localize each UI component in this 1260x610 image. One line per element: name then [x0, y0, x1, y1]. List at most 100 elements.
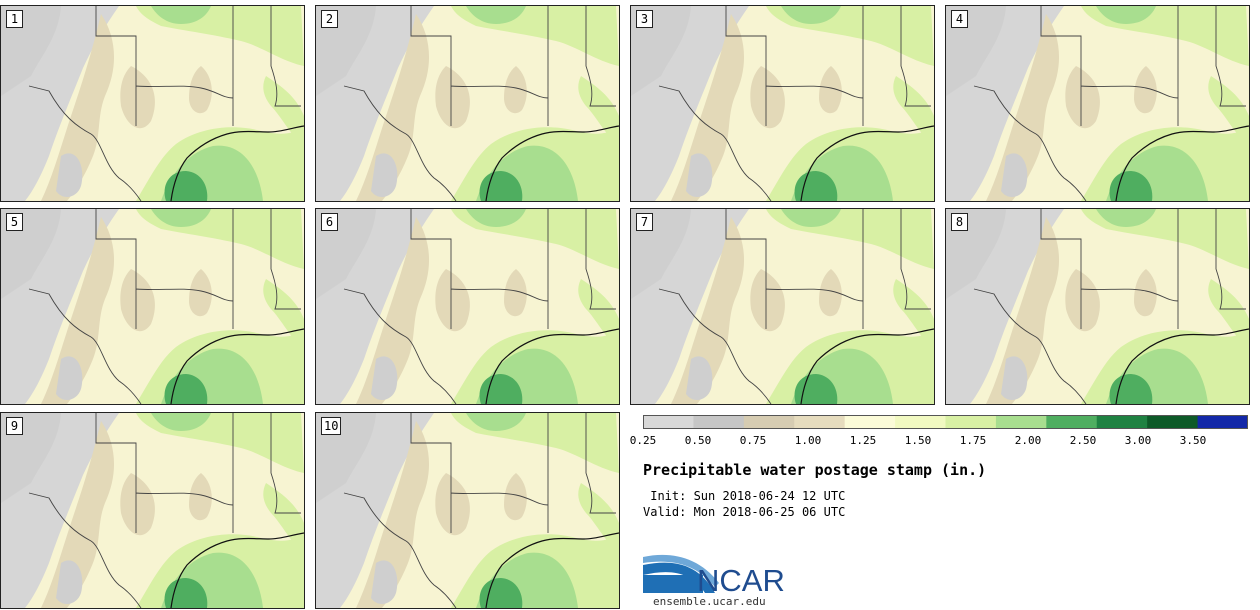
- member-number-label: 5: [6, 213, 23, 231]
- max-pw-core: [164, 374, 208, 404]
- ensemble-member-panel: 3: [630, 5, 935, 202]
- state-borders: [28, 6, 301, 201]
- coastline: [170, 125, 304, 201]
- tan-band: [356, 421, 430, 608]
- max-pw-core: [794, 171, 838, 201]
- ensemble-member-panel: 4: [945, 5, 1250, 202]
- valid-time: Valid: Mon 2018-06-25 06 UTC: [643, 505, 846, 519]
- colorbar-tick-label: 1.50: [904, 434, 932, 447]
- tan-band: [41, 421, 115, 608]
- max-pw-core: [164, 578, 208, 608]
- state-borders: [658, 209, 931, 404]
- colorbar-swatch: [743, 415, 795, 429]
- pw-map: [631, 6, 934, 201]
- init-time: Init: Sun 2018-06-24 12 UTC: [643, 489, 846, 503]
- figure-title: Precipitable water postage stamp (in.): [643, 461, 987, 479]
- ensemble-member-panel: 10: [315, 412, 620, 609]
- ncar-logo: NCAR: [643, 554, 785, 595]
- state-borders: [28, 413, 301, 608]
- tan-band: [671, 14, 745, 201]
- svg-text:NCAR: NCAR: [697, 563, 785, 595]
- member-number-label: 8: [951, 213, 968, 231]
- state-borders: [973, 209, 1246, 404]
- coastline: [485, 532, 619, 608]
- tan-band: [41, 217, 115, 404]
- member-number-label: 10: [321, 417, 342, 435]
- ensemble-member-panel: 5: [0, 208, 305, 405]
- pw-map: [1, 209, 304, 404]
- colorbar-swatch: [1096, 415, 1148, 429]
- tan-band: [356, 14, 430, 201]
- pw-map: [316, 413, 619, 608]
- member-number-label: 1: [6, 10, 23, 28]
- colorbar: [643, 415, 1248, 429]
- state-borders: [343, 209, 616, 404]
- max-pw-core: [479, 171, 523, 201]
- colorbar-swatch: [995, 415, 1047, 429]
- tan-band: [986, 217, 1060, 404]
- colorbar-tick-label: 1.00: [794, 434, 822, 447]
- max-pw-core: [479, 374, 523, 404]
- colorbar-tick-label: 1.25: [849, 434, 877, 447]
- colorbar-swatch: [1046, 415, 1098, 429]
- coastline: [1115, 125, 1249, 201]
- state-borders: [973, 6, 1246, 201]
- ensemble-member-panel: 2: [315, 5, 620, 202]
- pw-map: [316, 6, 619, 201]
- coastline: [485, 328, 619, 404]
- max-pw-core: [1109, 171, 1153, 201]
- member-number-label: 7: [636, 213, 653, 231]
- member-number-label: 3: [636, 10, 653, 28]
- coastline: [1115, 328, 1249, 404]
- pw-map: [1, 413, 304, 608]
- tan-band: [986, 14, 1060, 201]
- colorbar-swatch: [1197, 415, 1248, 429]
- colorbar-tick-label: 3.50: [1179, 434, 1207, 447]
- coastline: [800, 125, 934, 201]
- coastline: [170, 532, 304, 608]
- state-borders: [343, 413, 616, 608]
- colorbar-tick-label: 3.00: [1124, 434, 1152, 447]
- max-pw-core: [479, 578, 523, 608]
- coastline: [170, 328, 304, 404]
- member-number-label: 2: [321, 10, 338, 28]
- tan-band: [671, 217, 745, 404]
- ensemble-member-panel: 9: [0, 412, 305, 609]
- colorbar-swatch: [895, 415, 946, 429]
- colorbar-swatch: [844, 415, 896, 429]
- state-borders: [28, 209, 301, 404]
- colorbar-tick-label: 0.50: [684, 434, 712, 447]
- pw-map: [631, 209, 934, 404]
- colorbar-swatch: [794, 415, 846, 429]
- pw-map: [316, 209, 619, 404]
- pw-map: [946, 209, 1249, 404]
- colorbar-swatch: [693, 415, 745, 429]
- coastline: [485, 125, 619, 201]
- state-borders: [658, 6, 931, 201]
- colorbar-tick-label: 2.50: [1069, 434, 1097, 447]
- max-pw-core: [164, 171, 208, 201]
- colorbar-tick-label: 0.75: [739, 434, 767, 447]
- ensemble-member-panel: 8: [945, 208, 1250, 405]
- member-number-label: 9: [6, 417, 23, 435]
- tan-band: [356, 217, 430, 404]
- colorbar-tick-label: 2.00: [1014, 434, 1042, 447]
- max-pw-core: [1109, 374, 1153, 404]
- pw-map: [1, 6, 304, 201]
- tan-band: [41, 14, 115, 201]
- colorbar-swatch: [643, 415, 694, 429]
- ensemble-member-panel: 1: [0, 5, 305, 202]
- colorbar-swatch: [945, 415, 997, 429]
- state-borders: [343, 6, 616, 201]
- coastline: [800, 328, 934, 404]
- max-pw-core: [794, 374, 838, 404]
- colorbar-swatch: [1147, 415, 1199, 429]
- member-number-label: 4: [951, 10, 968, 28]
- ensemble-member-panel: 7: [630, 208, 935, 405]
- website-text: ensemble.ucar.edu: [653, 595, 766, 608]
- colorbar-tick-label: 1.75: [959, 434, 987, 447]
- member-number-label: 6: [321, 213, 338, 231]
- ensemble-member-panel: 6: [315, 208, 620, 405]
- pw-map: [946, 6, 1249, 201]
- colorbar-tick-label: 0.25: [629, 434, 657, 447]
